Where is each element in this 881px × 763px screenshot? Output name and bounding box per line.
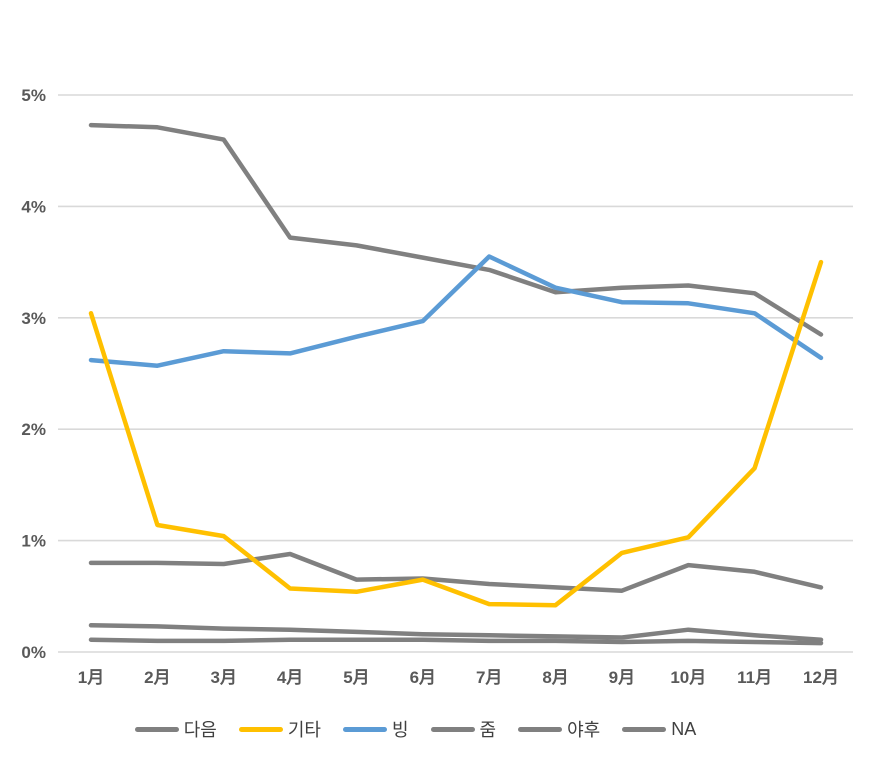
y-axis-tick-3%: 3% [21,309,46,328]
legend-item-other: 기타 [238,716,321,742]
x-axis-tick-3月: 3月 [210,668,236,687]
legend-swatch-zum [430,726,475,732]
legend-swatch-na [622,726,667,732]
series-line-bing [88,254,824,368]
legend-label-yahoo: 야후 [567,720,601,740]
legend-swatch-yahoo [518,726,563,732]
legend-item-zum: 줌 [430,716,497,742]
x-axis-tick-4月: 4月 [277,668,303,687]
x-axis-tick-9月: 9月 [609,668,635,687]
x-axis-tick-8月: 8月 [542,668,568,687]
x-axis-tick-10月: 10月 [670,668,706,687]
legend-item-yahoo: 야후 [518,716,600,742]
legend-label-zum: 줌 [479,720,497,740]
y-axis-tick-1%: 1% [21,532,46,551]
series-line-other [88,259,824,608]
x-axis-tick-6月: 6月 [410,668,436,687]
legend-label-bing: 빙 [391,720,409,740]
legend-item-daum: 다음 [134,716,217,742]
legend-item-bing: 빙 [342,716,409,742]
y-axis-tick-0%: 0% [21,643,46,662]
series-line-yahoo [88,623,824,642]
chart-legend: 다음 기타 빙 줌 야후 NA [0,716,856,742]
y-axis-tick-2%: 2% [21,420,46,439]
series-line-na [88,637,824,646]
x-axis-tick-12月: 12月 [803,668,839,687]
series-line-daum [88,122,824,337]
legend-item-na: NA [622,719,696,740]
legend-label-na: NA [671,718,697,739]
x-axis-tick-5月: 5月 [343,668,369,687]
x-axis-tick-2月: 2月 [144,668,170,687]
legend-swatch-other [238,726,283,732]
y-axis-tick-4%: 4% [21,197,46,216]
legend-label-daum: 다음 [183,720,217,740]
series-line-zum [88,551,824,593]
legend-label-other: 기타 [287,720,321,740]
x-axis-tick-1月: 1月 [78,668,104,687]
legend-swatch-daum [134,726,179,732]
x-axis-tick-11月: 11月 [737,668,772,687]
x-axis-tick-7月: 7月 [476,668,502,687]
y-axis-tick-5%: 5% [21,86,46,105]
legend-swatch-bing [342,726,387,732]
